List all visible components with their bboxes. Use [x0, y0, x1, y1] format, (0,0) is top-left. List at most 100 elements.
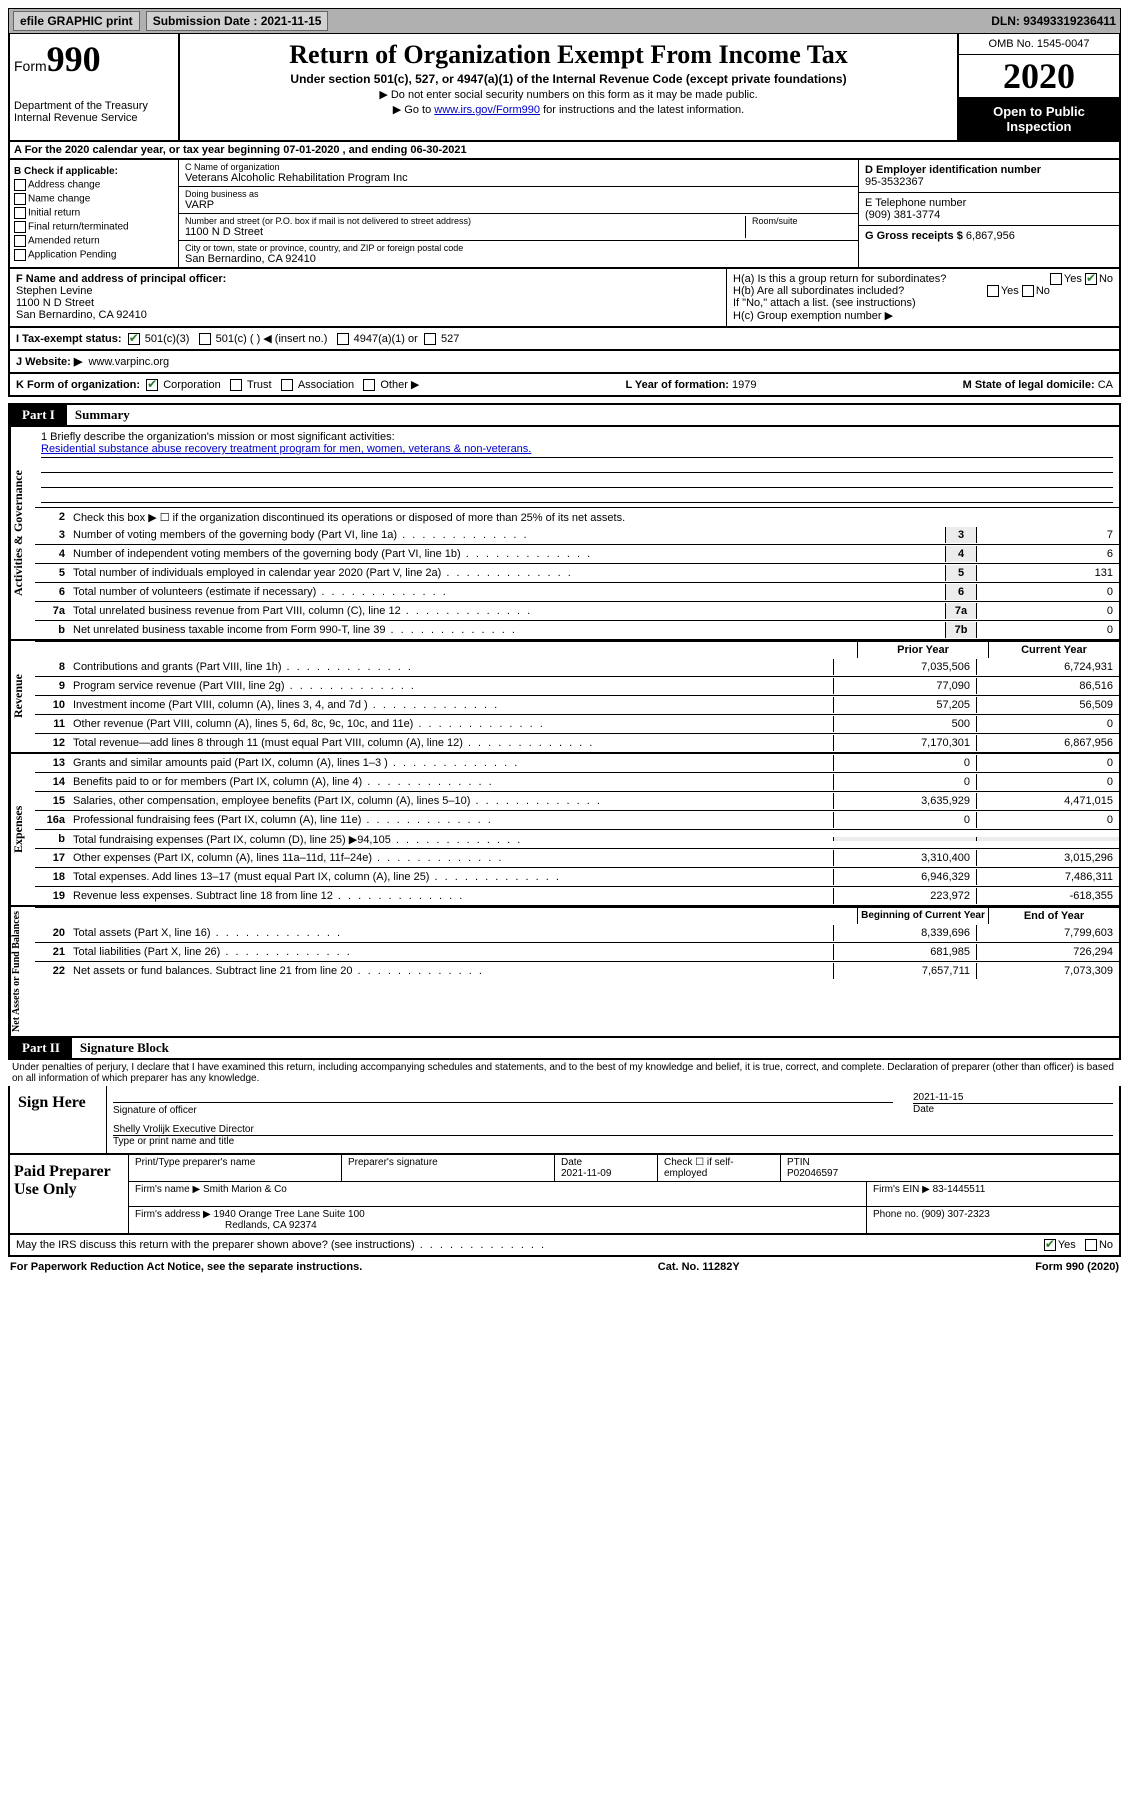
line-prior: 7,170,301	[833, 735, 976, 751]
line-desc: Revenue less expenses. Subtract line 18 …	[69, 888, 833, 904]
line-desc: Total assets (Part X, line 16)	[69, 925, 833, 941]
line-desc: Grants and similar amounts paid (Part IX…	[69, 755, 833, 771]
line-current: 726,294	[976, 944, 1119, 960]
line-prior: 6,946,329	[833, 869, 976, 885]
yes-label: Yes	[1064, 273, 1082, 285]
hb-note: If "No," attach a list. (see instruction…	[733, 297, 1113, 309]
checkbox-icon[interactable]	[14, 235, 26, 247]
prep-h5: PTIN	[787, 1157, 810, 1168]
line-prior: 7,657,711	[833, 963, 976, 979]
line-num: 18	[35, 869, 69, 885]
form-number-block: Form990	[14, 38, 174, 80]
checkbox-icon[interactable]	[1022, 285, 1034, 297]
tax-label: I Tax-exempt status:	[16, 333, 122, 345]
summary-line: 4 Number of independent voting members o…	[35, 544, 1119, 563]
hb-label: H(b) Are all subordinates included?	[733, 285, 904, 297]
checkbox-icon[interactable]	[987, 285, 999, 297]
line-desc: Program service revenue (Part VIII, line…	[69, 678, 833, 694]
tax-501c: 501(c) ( ) ◀ (insert no.)	[216, 332, 328, 345]
org-name-cell: C Name of organization Veterans Alcoholi…	[179, 160, 858, 187]
checkbox-icon[interactable]	[1050, 273, 1062, 285]
line-num: 9	[35, 678, 69, 694]
officer-addr1: 1100 N D Street	[16, 297, 720, 309]
line-prior: 3,635,929	[833, 793, 976, 809]
entity-right: D Employer identification number 95-3532…	[858, 160, 1119, 267]
prep-row-2: Firm's name ▶ Smith Marion & Co Firm's E…	[129, 1182, 1119, 1207]
checkbox-icon[interactable]	[281, 379, 293, 391]
line-num: 13	[35, 755, 69, 771]
form-number: 990	[47, 39, 101, 79]
form-subtitle: Under section 501(c), 527, or 4947(a)(1)…	[188, 72, 949, 86]
firm-phone: (909) 307-2323	[921, 1209, 989, 1220]
submission-button[interactable]: Submission Date : 2021-11-15	[146, 11, 329, 31]
checkbox-icon[interactable]	[337, 333, 349, 345]
line-num: 21	[35, 944, 69, 960]
checkbox-icon[interactable]	[199, 333, 211, 345]
summary-line: 17 Other expenses (Part IX, column (A), …	[35, 848, 1119, 867]
col-current: Current Year	[988, 642, 1119, 658]
revenue-body: Prior Year Current Year 8 Contributions …	[35, 641, 1119, 752]
check-name: Name change	[14, 193, 174, 205]
checkbox-icon[interactable]	[1044, 1239, 1056, 1251]
k-other: Other ▶	[380, 379, 419, 391]
line-desc: Other expenses (Part IX, column (A), lin…	[69, 850, 833, 866]
summary-line: 14 Benefits paid to or for members (Part…	[35, 772, 1119, 791]
k-label: K Form of organization:	[16, 379, 140, 391]
line-value: 0	[976, 603, 1119, 619]
phone-value: (909) 381-3774	[865, 209, 1113, 221]
checkbox-icon[interactable]	[146, 379, 158, 391]
officer-right: H(a) Is this a group return for subordin…	[727, 269, 1119, 326]
checkbox-icon[interactable]	[363, 379, 375, 391]
summary-line: 22 Net assets or fund balances. Subtract…	[35, 961, 1119, 980]
line-desc: Benefits paid to or for members (Part IX…	[69, 774, 833, 790]
line-current: 0	[976, 812, 1119, 828]
firm-addr2: Redlands, CA 92374	[225, 1220, 317, 1231]
street-cell: Number and street (or P.O. box if mail i…	[179, 214, 858, 241]
footer-right: Form 990 (2020)	[1035, 1261, 1119, 1273]
m-block: M State of legal domicile: CA	[963, 379, 1113, 391]
line-num: 14	[35, 774, 69, 790]
org-name-label: C Name of organization	[185, 162, 852, 172]
officer-label: F Name and address of principal officer:	[16, 273, 720, 285]
efile-button[interactable]: efile GRAPHIC print	[13, 11, 140, 31]
checkbox-icon[interactable]	[1085, 1239, 1097, 1251]
hb-row: H(b) Are all subordinates included? Yes …	[733, 285, 1113, 297]
l-label: L Year of formation:	[625, 379, 729, 391]
checkbox-icon[interactable]	[1085, 273, 1097, 285]
officer-left: F Name and address of principal officer:…	[10, 269, 727, 326]
tax-4947: 4947(a)(1) or	[354, 333, 418, 345]
governance-body: 1 Briefly describe the organization's mi…	[35, 427, 1119, 639]
checkbox-icon[interactable]	[14, 193, 26, 205]
line-value: 7	[976, 527, 1119, 543]
city-value: San Bernardino, CA 92410	[185, 253, 852, 265]
part2-title: Signature Block	[72, 1038, 177, 1058]
checkbox-icon[interactable]	[128, 333, 140, 345]
checkbox-icon[interactable]	[14, 179, 26, 191]
line-desc: Total unrelated business revenue from Pa…	[69, 603, 945, 619]
k-corp: Corporation	[163, 379, 220, 391]
checkbox-icon[interactable]	[14, 221, 26, 233]
firm-addr1: 1940 Orange Tree Lane Suite 100	[214, 1209, 365, 1220]
checkbox-icon[interactable]	[14, 249, 26, 261]
irs-link[interactable]: www.irs.gov/Form990	[434, 104, 540, 116]
checkbox-icon[interactable]	[424, 333, 436, 345]
line-num: 16a	[35, 812, 69, 828]
header-right: OMB No. 1545-0047 2020 Open to Public In…	[957, 34, 1119, 140]
prep-row-1: Print/Type preparer's name Preparer's si…	[129, 1155, 1119, 1182]
col-headers-rev: Prior Year Current Year	[35, 641, 1119, 658]
vert-expenses: Expenses	[10, 754, 35, 905]
gross-cell: G Gross receipts $ 6,867,956	[859, 226, 1119, 246]
web-label: J Website: ▶	[16, 355, 82, 368]
checkbox-icon[interactable]	[14, 207, 26, 219]
mission-question: 1 Briefly describe the organization's mi…	[41, 431, 1113, 443]
part1-header: Part I Summary	[8, 403, 1121, 427]
city-cell: City or town, state or province, country…	[179, 241, 858, 267]
prep-label: Paid Preparer Use Only	[10, 1155, 128, 1233]
org-name: Veterans Alcoholic Rehabilitation Progra…	[185, 172, 852, 184]
line-box: 6	[945, 584, 976, 600]
checklist-title: B Check if applicable:	[14, 166, 174, 177]
sign-section: Sign Here Signature of officer 2021-11-1…	[8, 1086, 1121, 1155]
omb-number: OMB No. 1545-0047	[959, 34, 1119, 55]
checkbox-icon[interactable]	[230, 379, 242, 391]
sign-here-label: Sign Here	[10, 1086, 107, 1153]
